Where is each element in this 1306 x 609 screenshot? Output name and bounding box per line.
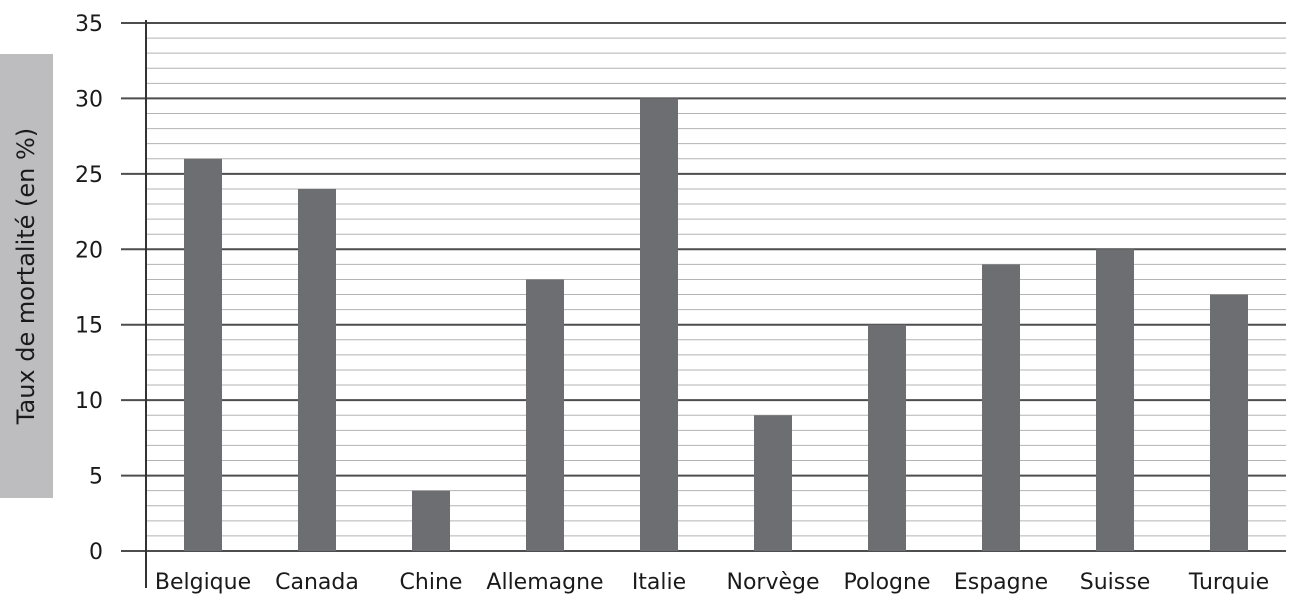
x-tick-label: Suisse xyxy=(1080,570,1150,595)
x-tick-label: Pologne xyxy=(844,570,931,595)
x-tick-label: Norvège xyxy=(726,570,819,595)
bar-chine xyxy=(412,490,450,551)
bar-belgique xyxy=(184,158,222,551)
bar-italie xyxy=(640,98,678,551)
x-tick-label: Chine xyxy=(400,570,463,595)
x-tick-label: Turquie xyxy=(1188,570,1269,595)
y-tick-label: 10 xyxy=(75,389,103,414)
y-tick-label: 5 xyxy=(89,465,103,490)
x-tick-label: Allemagne xyxy=(486,570,603,595)
x-tick-label: Belgique xyxy=(155,570,251,595)
bar-canada xyxy=(298,188,336,551)
y-tick-label: 15 xyxy=(75,314,103,339)
y-tick-label: 35 xyxy=(75,12,103,37)
y-tick-label: 0 xyxy=(89,540,103,565)
bar-allemagne xyxy=(526,279,564,551)
bar-norvège xyxy=(754,415,792,551)
y-tick-labels: 0 5 10 15 20 25 30 35 xyxy=(75,12,103,565)
bar-turquie xyxy=(1210,294,1248,551)
bars xyxy=(184,98,1248,552)
bar-espagne xyxy=(982,264,1020,551)
bar-suisse xyxy=(1096,249,1134,552)
y-axis-label-box xyxy=(0,54,53,498)
bar-pologne xyxy=(868,324,906,551)
y-tick-label: 30 xyxy=(75,87,103,112)
x-tick-label: Italie xyxy=(632,570,686,595)
x-tick-label: Canada xyxy=(275,570,359,595)
x-tick-label: Espagne xyxy=(954,570,1048,595)
y-tick-label: 20 xyxy=(75,238,103,263)
y-tick-label: 25 xyxy=(75,163,103,188)
x-tick-labels: Belgique Canada Chine Allemagne Italie Norvèg… xyxy=(155,570,1269,595)
